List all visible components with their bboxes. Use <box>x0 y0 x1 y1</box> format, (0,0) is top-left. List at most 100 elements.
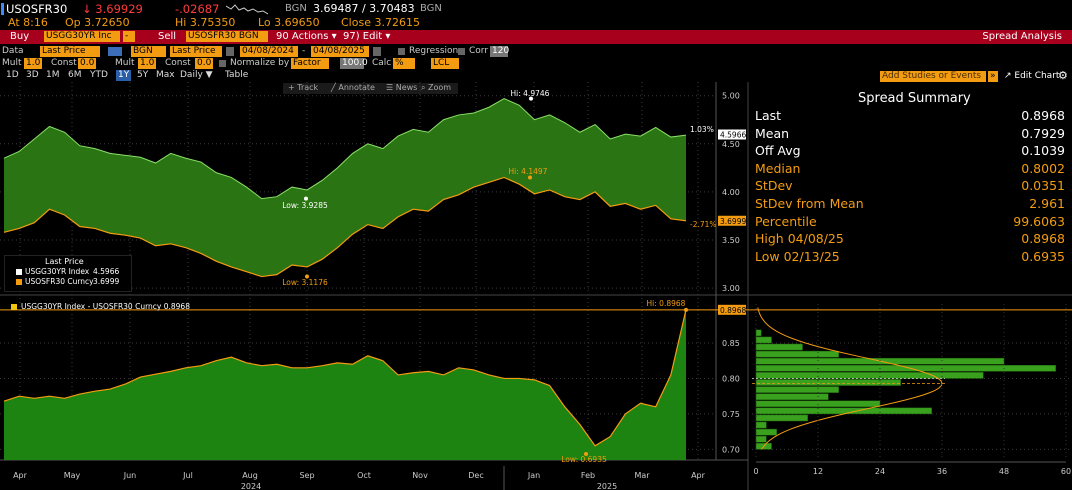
action-bar: Buy USGG30YR Inc - Sell USOSFR30 BGN 90 … <box>0 30 1072 44</box>
period-tab-1d[interactable]: 1D <box>6 70 19 80</box>
period-tab-table[interactable]: Table <box>225 70 249 80</box>
y-tick-label: 3.50 <box>722 236 740 245</box>
x-tick-label: Apr <box>13 471 28 480</box>
x-tick-label: Sep <box>299 471 314 480</box>
data-field[interactable]: Last Price <box>40 46 100 57</box>
bid-ask: 3.69487 / 3.70483 <box>313 2 415 15</box>
period-tab-5y[interactable]: 5Y <box>137 70 149 80</box>
summary-row: Off Avg 0.1039 <box>755 143 1065 160</box>
gear-icon[interactable]: ⚙ <box>1058 69 1068 82</box>
const2-field[interactable]: 0.0 <box>195 58 213 69</box>
x-tick-label: Aug <box>242 471 258 480</box>
actions-menu[interactable]: 90 Actions ▾ <box>276 31 337 42</box>
hist-bar <box>755 329 762 337</box>
sell-ticker-field[interactable]: USOSFR30 BGN <box>186 31 268 42</box>
summary-title: Spread Summary <box>858 91 971 106</box>
hist-x-tick-label: 48 <box>999 467 1009 476</box>
buy-button[interactable]: Buy <box>10 31 30 42</box>
calc-label-text: Calc <box>372 58 392 68</box>
source2-field[interactable]: Last Price <box>170 46 222 57</box>
normalize-label: Normalize by <box>230 58 290 68</box>
period-tab-daily[interactable]: Daily ▼ <box>180 70 213 80</box>
buy-dropdown[interactable]: - <box>123 31 135 42</box>
usosfr30-line <box>3 176 687 278</box>
x-tick-label: May <box>64 471 81 480</box>
data-label: Data <box>2 46 24 56</box>
date-dash: - <box>302 46 306 56</box>
calendar-icon-2[interactable] <box>373 47 381 56</box>
legend-swatch-orange <box>16 279 22 285</box>
usgg30yr-line <box>3 98 687 200</box>
period-tab-ytd[interactable]: YTD <box>90 70 108 80</box>
legend-swatch-white <box>16 269 22 275</box>
settings-row-1: Data Last Price BGN Last Price 04/08/202… <box>0 46 1072 58</box>
lcl-dropdown[interactable]: LCL <box>431 58 459 69</box>
hist-bar <box>755 407 932 415</box>
const2-label: Const <box>165 58 191 68</box>
date-to-field[interactable]: 04/08/2025 <box>311 46 369 57</box>
calc-dropdown[interactable]: % <box>393 58 415 69</box>
swap-icon[interactable] <box>108 47 122 56</box>
summary-row: StDev 0.0351 <box>755 178 1065 195</box>
edit-chart-button[interactable]: ↗ Edit Chart <box>1004 71 1060 81</box>
year-label: 2024 <box>241 482 261 490</box>
low-orange-annotation: Low: 3.1176 <box>282 278 328 287</box>
period-tab-3d[interactable]: 3D <box>26 70 39 80</box>
y-tick-label: 0.75 <box>722 410 740 419</box>
corr-label: Corr <box>469 46 489 56</box>
regression-checkbox[interactable] <box>398 48 405 55</box>
factor-dropdown[interactable]: Factor <box>291 58 329 69</box>
hist-bar <box>755 343 803 351</box>
annotate-button[interactable]: ╱ Annotate <box>331 83 375 92</box>
corr-field[interactable]: 120 <box>490 46 510 57</box>
corr-checkbox[interactable] <box>458 48 465 55</box>
news-button[interactable]: ☰ News <box>386 83 418 92</box>
y-tick-label: 4.00 <box>722 188 740 197</box>
mult-field[interactable]: 1.0 <box>24 58 42 69</box>
time: At 8:16 <box>8 16 48 29</box>
low-orange-marker <box>305 274 309 279</box>
period-tab-max[interactable]: Max <box>156 70 175 80</box>
mult2-field[interactable]: 1.0 <box>138 58 156 69</box>
net-change: -.02687 <box>175 2 220 16</box>
period-bar: 1D 3D 1M 6M YTD 1Y 5Y Max Daily ▼ Table <box>0 70 1072 82</box>
spread-area <box>4 309 686 460</box>
hist-bar <box>755 435 767 443</box>
sell-button[interactable]: Sell <box>158 31 177 42</box>
pct-change-bottom: -2.71% <box>690 220 717 229</box>
period-tab-1y[interactable]: 1Y <box>116 70 132 81</box>
hist-x-tick-label: 60 <box>1061 467 1071 476</box>
factor-field[interactable]: 100.0 <box>340 58 368 69</box>
x-tick-label: Nov <box>412 471 428 480</box>
const-label: Const <box>51 58 77 68</box>
price-source: BGN <box>285 3 307 14</box>
mult-label: Mult <box>2 58 22 68</box>
add-studies-dropdown[interactable]: » <box>988 71 998 82</box>
summary-key: Percentile <box>755 213 817 229</box>
mult2-label: Mult <box>115 58 135 68</box>
source-field[interactable]: BGN <box>131 46 166 57</box>
hist-bar <box>755 414 808 422</box>
date-from-field[interactable]: 04/08/2024 <box>240 46 298 57</box>
edit-menu[interactable]: 97) Edit ▾ <box>343 31 391 42</box>
quote-header: USOSFR30 ↓ 3.69929 -.02687 BGN 3.69487 /… <box>0 0 1072 30</box>
summary-row: Median 0.8002 <box>755 161 1065 178</box>
hist-bar <box>755 350 839 358</box>
period-tab-6m[interactable]: 6M <box>68 70 82 80</box>
y-tick-label: 0.80 <box>722 374 740 383</box>
high-price: Hi 3.75350 <box>175 16 236 29</box>
calendar-icon[interactable] <box>226 47 234 56</box>
const-field[interactable]: 0.0 <box>78 58 96 69</box>
spread-last-value: 0.8968 <box>720 306 746 315</box>
track-button[interactable]: + Track <box>288 83 319 92</box>
add-studies-field[interactable]: Add Studies or Events <box>880 71 986 82</box>
legend-item-usgg30yr: USGG30YR Index <box>25 267 90 276</box>
low-annotation: Low: 3.9285 <box>282 201 328 210</box>
legend-item-usosfr30: USOSFR30 Curncy <box>25 277 94 286</box>
ticker-flag <box>1 3 4 15</box>
normalize-checkbox[interactable] <box>219 60 226 67</box>
zoom-button[interactable]: ⌕ Zoom <box>421 83 452 92</box>
period-tab-1m[interactable]: 1M <box>46 70 60 80</box>
buy-ticker-field[interactable]: USGG30YR Inc <box>44 31 120 42</box>
pct-change-top: 1.03% <box>690 125 714 134</box>
